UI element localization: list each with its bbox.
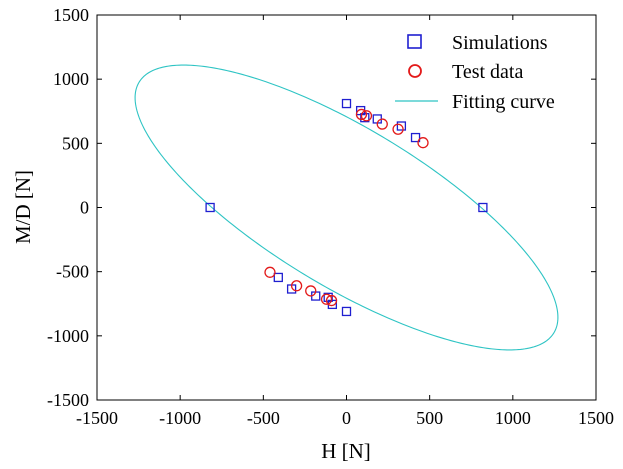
y-tick-label: 500 [62, 133, 89, 153]
marker-layer [205, 98, 488, 317]
test-data-point [355, 108, 368, 121]
y-tick-label: 1500 [53, 5, 89, 25]
x-tick-label: 1000 [495, 408, 531, 428]
test-data-point [417, 137, 429, 149]
y-tick-label: -1000 [47, 326, 89, 346]
y-tick-label: 1000 [53, 69, 89, 89]
x-tick-label: 500 [416, 408, 443, 428]
fitting-curve [134, 64, 559, 351]
test-data-point [360, 110, 373, 122]
x-tick-label: -1000 [159, 408, 201, 428]
simulation-point [341, 98, 352, 109]
simulation-point [341, 306, 352, 317]
legend-label-simulations: Simulations [452, 32, 548, 54]
test-data-point [320, 293, 333, 305]
simulation-point [410, 132, 421, 143]
simulation-point [396, 121, 407, 131]
simulation-point [478, 202, 488, 213]
y-tick-label: -1500 [47, 390, 89, 410]
x-tick-label: -500 [247, 408, 280, 428]
legend-label-fitting-curve: Fitting curve [452, 91, 555, 113]
test-data-point [305, 285, 317, 297]
fitting-curve-layer [134, 64, 559, 351]
test-data-point [392, 123, 404, 135]
y-tick-label: 0 [80, 198, 89, 218]
test-data-point [264, 266, 276, 278]
test-data-point [376, 118, 388, 130]
y-axis-label: M/D [N] [11, 170, 35, 244]
legend-marker-simulations [407, 34, 422, 49]
legend: Simulations Test data Fitting curve [395, 32, 555, 113]
x-tick-label: 0 [342, 408, 351, 428]
simulation-point [273, 272, 283, 283]
plot-area [97, 15, 596, 400]
x-axis-label: H [N] [321, 439, 371, 463]
simulation-point [360, 113, 370, 123]
simulation-point [205, 202, 215, 213]
legend-label-test-data: Test data [452, 61, 523, 83]
test-data-point [290, 280, 303, 292]
legend-marker-test-data [408, 64, 422, 78]
tick-layer: -1500 -1000 -500 0 500 1000 1500 -1500 -1000 -500… [47, 5, 614, 428]
x-tick-label: 1500 [578, 408, 614, 428]
y-tick-label: -500 [56, 262, 89, 282]
test-data-point [325, 294, 338, 307]
x-tick-label: -1500 [76, 408, 118, 428]
